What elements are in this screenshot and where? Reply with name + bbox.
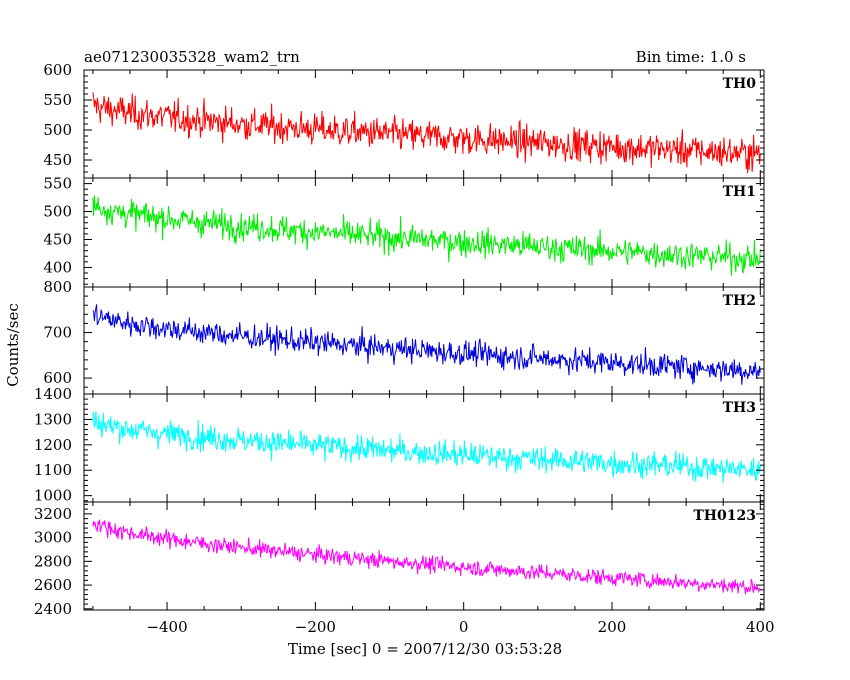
panel-frame xyxy=(83,501,765,611)
y-tick-label: 600 xyxy=(43,61,72,79)
panel-frame xyxy=(83,286,765,395)
y-tick-label: 1200 xyxy=(34,436,72,454)
panel-frame xyxy=(83,69,765,179)
chart-title: ae071230035328_wam2_trn xyxy=(84,48,300,66)
y-tick-label: 1000 xyxy=(34,487,72,505)
panel-th0123: 2400 2600 2800 3000 3200 TH0123 xyxy=(34,501,765,618)
x-tick-label: 400 xyxy=(746,618,775,636)
x-tick-label: −200 xyxy=(295,618,336,636)
y-tick-label: 2600 xyxy=(34,576,72,594)
y-tick-label: 2400 xyxy=(34,600,72,618)
y-tick-label: 400 xyxy=(43,258,72,276)
panel-th1: 400 450 500 550 TH1 xyxy=(43,175,765,288)
y-tick-label: 450 xyxy=(43,230,72,248)
y-axis-title: Counts/sec xyxy=(4,303,22,387)
y-tick-label: 800 xyxy=(43,278,72,296)
series-line-th0 xyxy=(92,92,761,174)
x-tick-label: 0 xyxy=(459,618,469,636)
series-line-th0123 xyxy=(92,519,761,595)
panel-th3: 1000 1100 1200 1300 1400 TH3 xyxy=(34,385,765,505)
series-line-th1 xyxy=(92,195,761,276)
series-line-th2 xyxy=(92,304,761,385)
y-tick-label: 550 xyxy=(43,175,72,193)
x-axis: −400 −200 0 200 400 xyxy=(146,618,774,636)
series-line-th3 xyxy=(92,411,761,484)
y-tick-label: 550 xyxy=(43,91,72,109)
panel-label: TH0123 xyxy=(693,508,756,524)
x-axis-title: Time [sec] 0 = 2007/12/30 03:53:28 xyxy=(288,640,562,658)
y-tick-label: 3200 xyxy=(34,505,72,523)
y-tick-label: 1400 xyxy=(34,385,72,403)
panel-th2: 600 700 800 TH2 xyxy=(43,278,765,395)
y-tick-label: 500 xyxy=(43,203,72,221)
panel-label: TH1 xyxy=(723,184,756,200)
y-tick-label: 2800 xyxy=(34,552,72,570)
x-tick-label: −400 xyxy=(146,618,187,636)
y-tick-label: 1100 xyxy=(34,461,72,479)
panel-th0: 450 500 550 600 TH0 xyxy=(43,61,765,179)
panel-label: TH3 xyxy=(723,400,756,416)
y-tick-label: 450 xyxy=(43,151,72,169)
y-tick-label: 600 xyxy=(43,369,72,387)
panel-label: TH2 xyxy=(723,293,756,309)
panels-group: 450 500 550 600 TH0 400 450 500 550 TH1 600 700 800 T… xyxy=(34,61,765,618)
x-tick-label: 200 xyxy=(598,618,627,636)
y-tick-label: 700 xyxy=(43,324,72,342)
y-tick-label: 500 xyxy=(43,121,72,139)
bin-time-label: Bin time: 1.0 s xyxy=(636,48,746,66)
panel-frame xyxy=(83,177,765,288)
y-tick-label: 3000 xyxy=(34,529,72,547)
y-tick-label: 1300 xyxy=(34,410,72,428)
panel-label: TH0 xyxy=(723,76,757,92)
